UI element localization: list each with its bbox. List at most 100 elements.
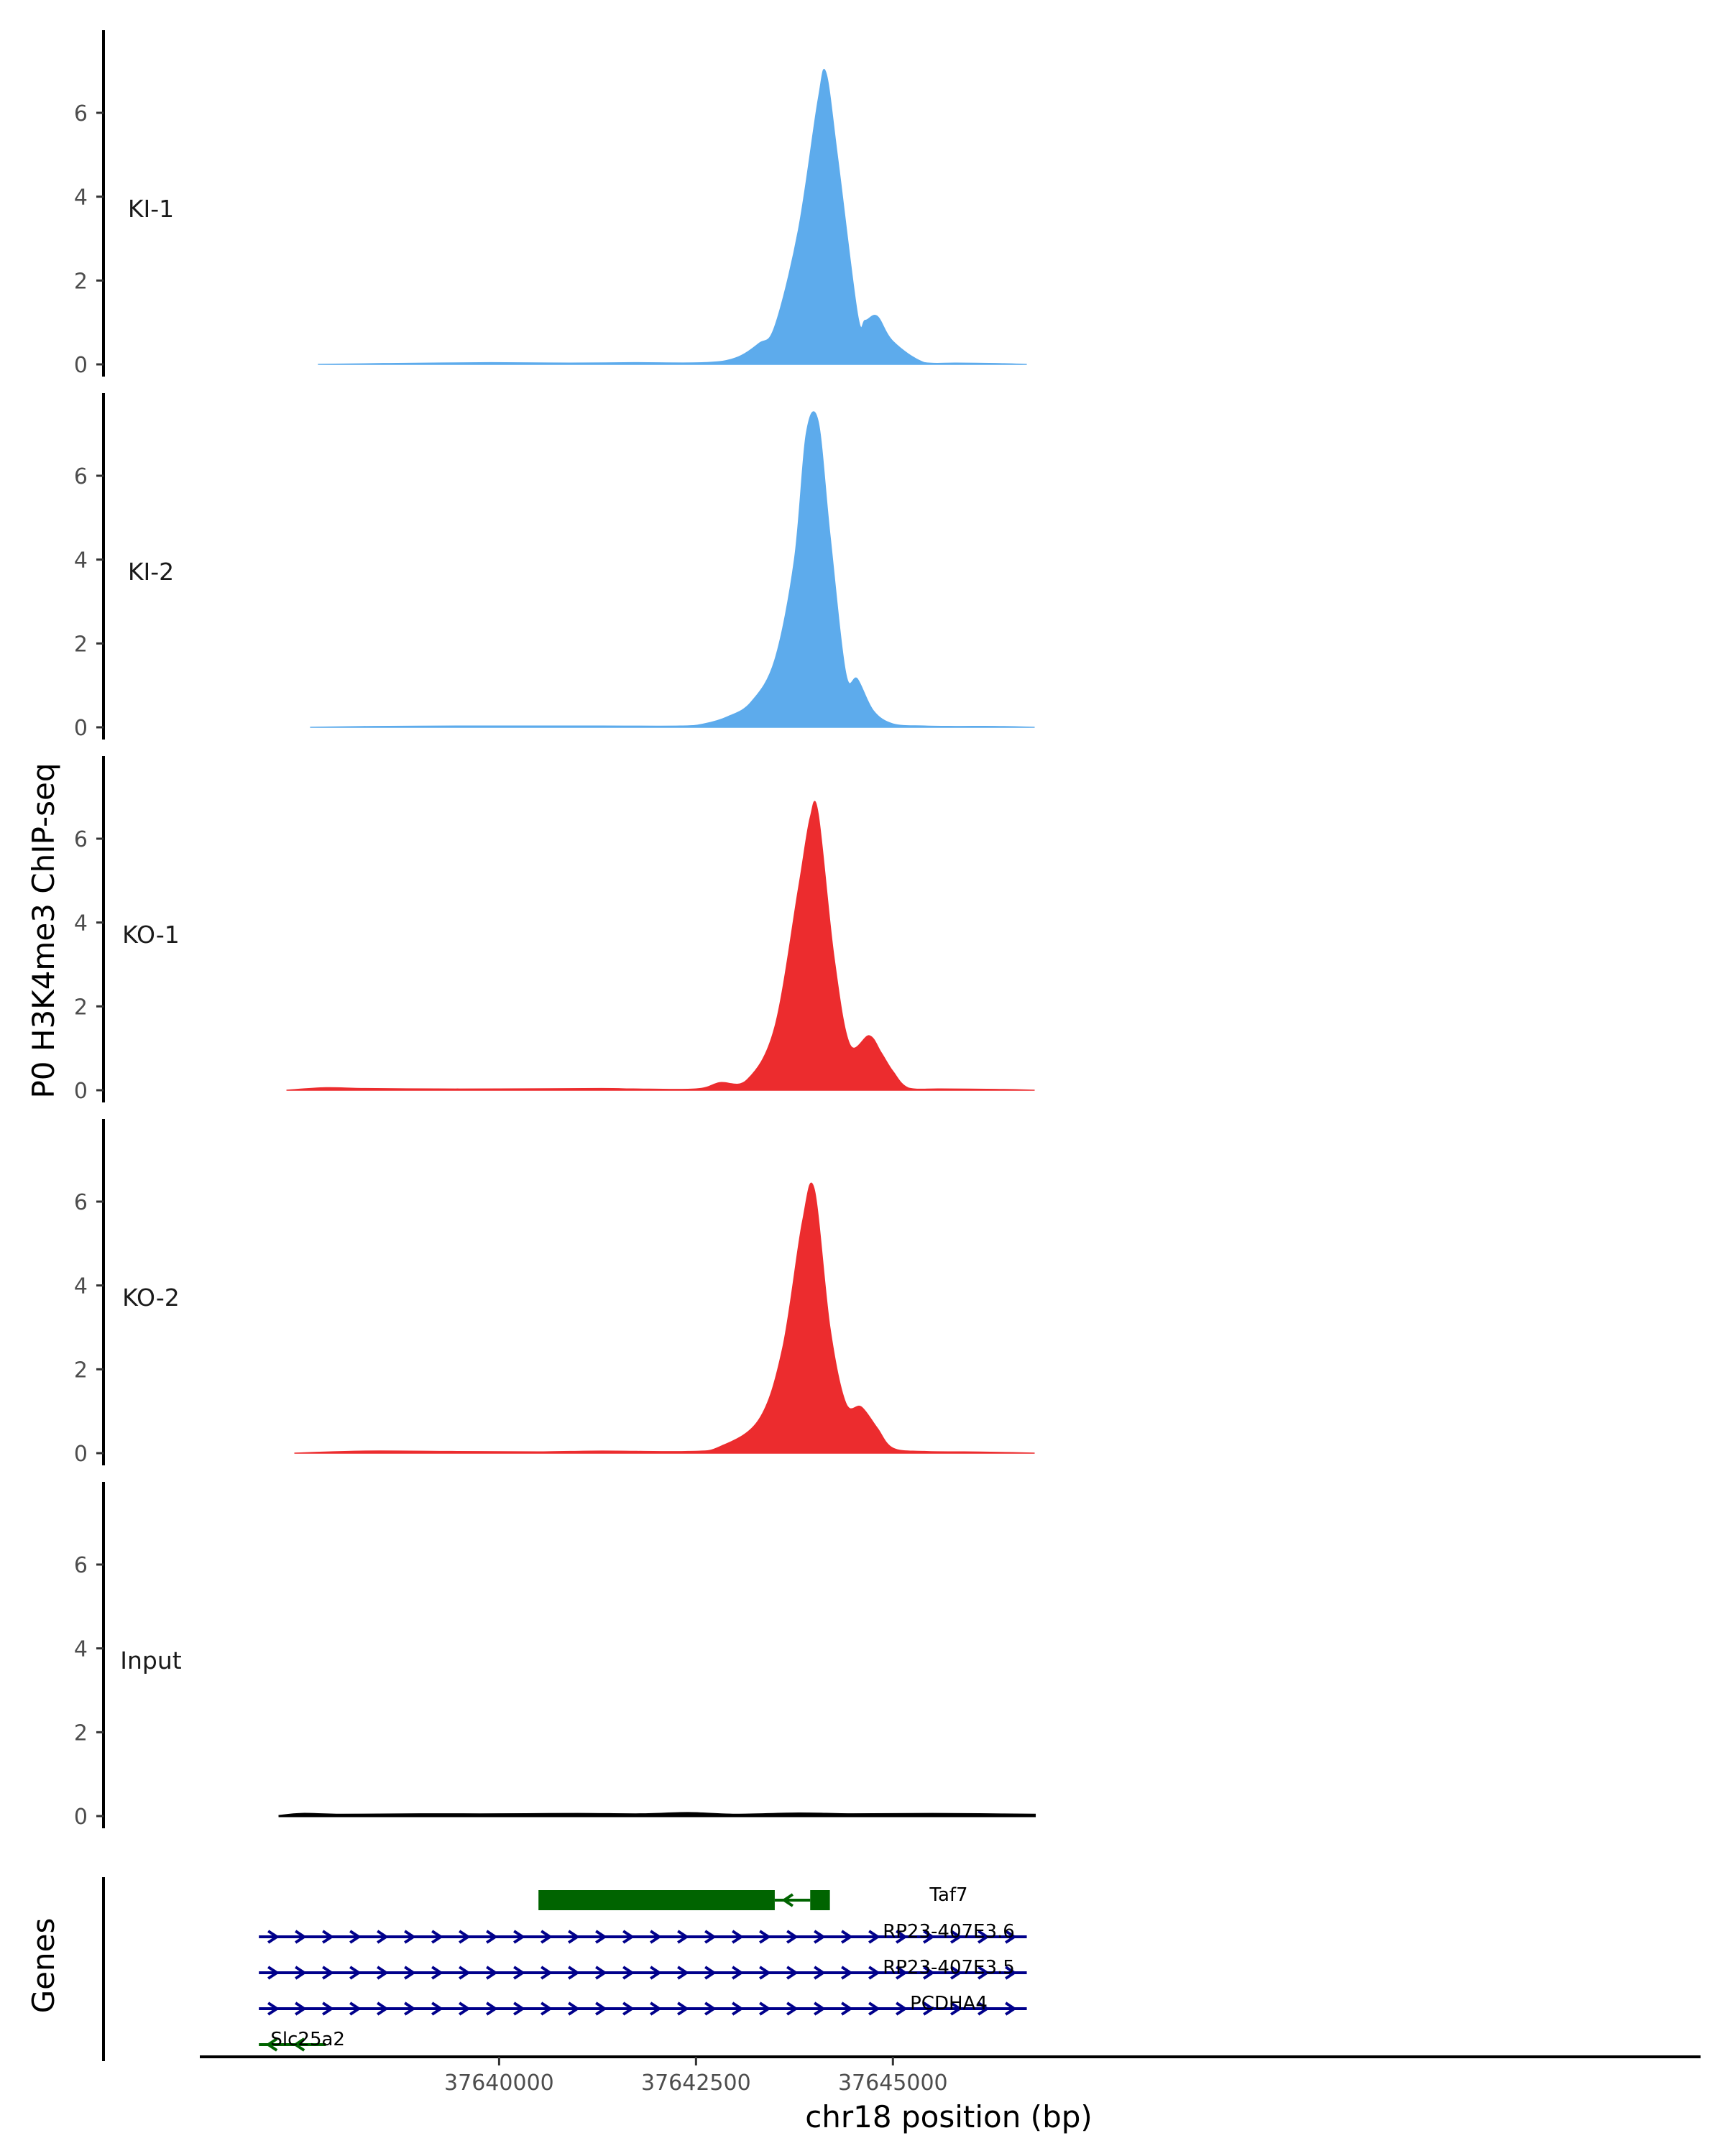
strand-arrow bbox=[978, 1966, 990, 1980]
y-tick-label: 6 bbox=[74, 1190, 88, 1215]
gene-label: Slc25a2 bbox=[270, 2029, 345, 2050]
strand-arrow bbox=[486, 2001, 498, 2016]
y-tick-label: 4 bbox=[74, 1637, 88, 1662]
gene-label: PCDHA4 bbox=[910, 1993, 988, 2014]
strand-arrow bbox=[677, 2001, 689, 2016]
y-tick-label: 6 bbox=[74, 1553, 88, 1578]
strand-arrow bbox=[1005, 1930, 1017, 1944]
y-tick-label: 2 bbox=[74, 1358, 88, 1383]
y-axis-title: P0 H3K4me3 ChIP-seq bbox=[26, 763, 61, 1098]
strand-arrow bbox=[732, 2001, 744, 2016]
gene-exon bbox=[538, 1890, 775, 1910]
y-tick-label: 4 bbox=[74, 185, 88, 211]
strand-arrow bbox=[404, 1930, 416, 1944]
strand-arrow bbox=[404, 1966, 416, 1980]
gene-pcdha4: PCDHA4 bbox=[259, 1993, 1027, 2016]
strand-arrow bbox=[322, 1930, 334, 1944]
strand-arrow bbox=[513, 2001, 525, 2016]
strand-arrow bbox=[732, 1930, 744, 1944]
strand-arrow bbox=[923, 2001, 935, 2016]
y-tick-label: 0 bbox=[74, 1805, 88, 1830]
strand-arrow bbox=[622, 1930, 635, 1944]
y-tick-label: 0 bbox=[74, 716, 88, 741]
strand-arrow bbox=[622, 1966, 635, 1980]
gene-rp23-407e3-5: RP23-407E3.5 bbox=[259, 1957, 1027, 1980]
y-tick-label: 0 bbox=[74, 1079, 88, 1104]
gene-slc25a2: Slc25a2 bbox=[259, 2029, 345, 2052]
y-tick-label: 4 bbox=[74, 911, 88, 936]
y-tick-label: 2 bbox=[74, 269, 88, 294]
y-tick-label: 0 bbox=[74, 1442, 88, 1467]
strand-arrow bbox=[595, 1966, 607, 1980]
y-tick-label: 6 bbox=[74, 827, 88, 852]
strand-arrow bbox=[295, 2001, 307, 2016]
x-axis-title: chr18 position (bp) bbox=[805, 2099, 1092, 2134]
gene-annotation-track: Taf7 RP23-407E3.6 RP23-407E3.5 PCDHA4 Slc25a… bbox=[102, 1877, 1027, 2061]
strand-arrow bbox=[459, 1930, 471, 1944]
strand-arrow bbox=[404, 2001, 416, 2016]
track-ki-2: 0 2 4 6 KI-2 bbox=[74, 393, 1035, 741]
strand-arrow bbox=[431, 1966, 443, 1980]
strand-arrow bbox=[978, 2001, 990, 2016]
strand-arrow bbox=[267, 1966, 280, 1980]
strand-arrow bbox=[841, 2001, 853, 2016]
strand-arrow bbox=[267, 2001, 280, 2016]
strand-arrow bbox=[923, 1930, 935, 1944]
strand-arrow bbox=[978, 1930, 990, 1944]
strand-arrow bbox=[1005, 2001, 1017, 2016]
strand-arrow bbox=[486, 1930, 498, 1944]
gene-taf7: Taf7 bbox=[538, 1884, 968, 1910]
x-axis: 37640000 37642500 37645000 bbox=[200, 2055, 1701, 2096]
strand-arrow bbox=[814, 1966, 826, 1980]
gene-label: RP23-407E3.6 bbox=[883, 1921, 1015, 1943]
strand-arrow bbox=[1005, 1966, 1017, 1980]
strand-arrow bbox=[923, 1966, 935, 1980]
strand-arrow bbox=[759, 2001, 771, 2016]
x-tick-label: 37645000 bbox=[838, 2070, 948, 2096]
strand-arrow bbox=[781, 1893, 794, 1907]
strand-arrow bbox=[868, 2001, 880, 2016]
gene-exon bbox=[810, 1890, 830, 1910]
strand-arrow bbox=[267, 1930, 280, 1944]
strand-arrow bbox=[349, 1966, 362, 1980]
strand-arrow bbox=[704, 1930, 717, 1944]
track-label: Input bbox=[120, 1646, 182, 1674]
track-label: KI-1 bbox=[128, 195, 174, 223]
x-tick-label: 37640000 bbox=[444, 2070, 554, 2096]
strand-arrow bbox=[704, 2001, 717, 2016]
strand-arrow bbox=[377, 1930, 389, 1944]
track-label: KI-2 bbox=[128, 558, 174, 586]
strand-arrow bbox=[486, 1966, 498, 1980]
strand-arrow bbox=[349, 1930, 362, 1944]
strand-arrow bbox=[868, 1930, 880, 1944]
track-label: KO-1 bbox=[122, 921, 180, 949]
strand-arrow bbox=[650, 1966, 662, 1980]
y-tick-label: 4 bbox=[74, 548, 88, 573]
strand-arrow bbox=[896, 1930, 908, 1944]
strand-arrow bbox=[950, 1966, 962, 1980]
gene-label: RP23-407E3.5 bbox=[883, 1957, 1015, 1978]
strand-arrow bbox=[950, 2001, 962, 2016]
strand-arrow bbox=[295, 1966, 307, 1980]
strand-arrow bbox=[540, 1966, 553, 1980]
y-tick-label: 0 bbox=[74, 353, 88, 378]
strand-arrow bbox=[650, 1930, 662, 1944]
y-tick-label: 4 bbox=[74, 1274, 88, 1299]
coverage-area bbox=[310, 411, 1035, 728]
coverage-area bbox=[294, 1182, 1035, 1454]
strand-arrow bbox=[513, 1930, 525, 1944]
strand-arrow bbox=[540, 2001, 553, 2016]
coverage-area bbox=[278, 1812, 1036, 1818]
strand-arrow bbox=[513, 1966, 525, 1980]
y-tick-label: 6 bbox=[74, 464, 88, 489]
strand-arrow bbox=[814, 2001, 826, 2016]
strand-arrow bbox=[704, 1966, 717, 1980]
track-input: 0 2 4 6 Input bbox=[74, 1482, 1036, 1830]
strand-arrow bbox=[595, 2001, 607, 2016]
strand-arrow bbox=[622, 2001, 635, 2016]
gene-rp23-407e3-6: RP23-407E3.6 bbox=[259, 1921, 1027, 1944]
strand-arrow bbox=[896, 2001, 908, 2016]
strand-arrow bbox=[650, 2001, 662, 2016]
strand-arrow bbox=[568, 2001, 580, 2016]
strand-arrow bbox=[786, 1930, 799, 1944]
